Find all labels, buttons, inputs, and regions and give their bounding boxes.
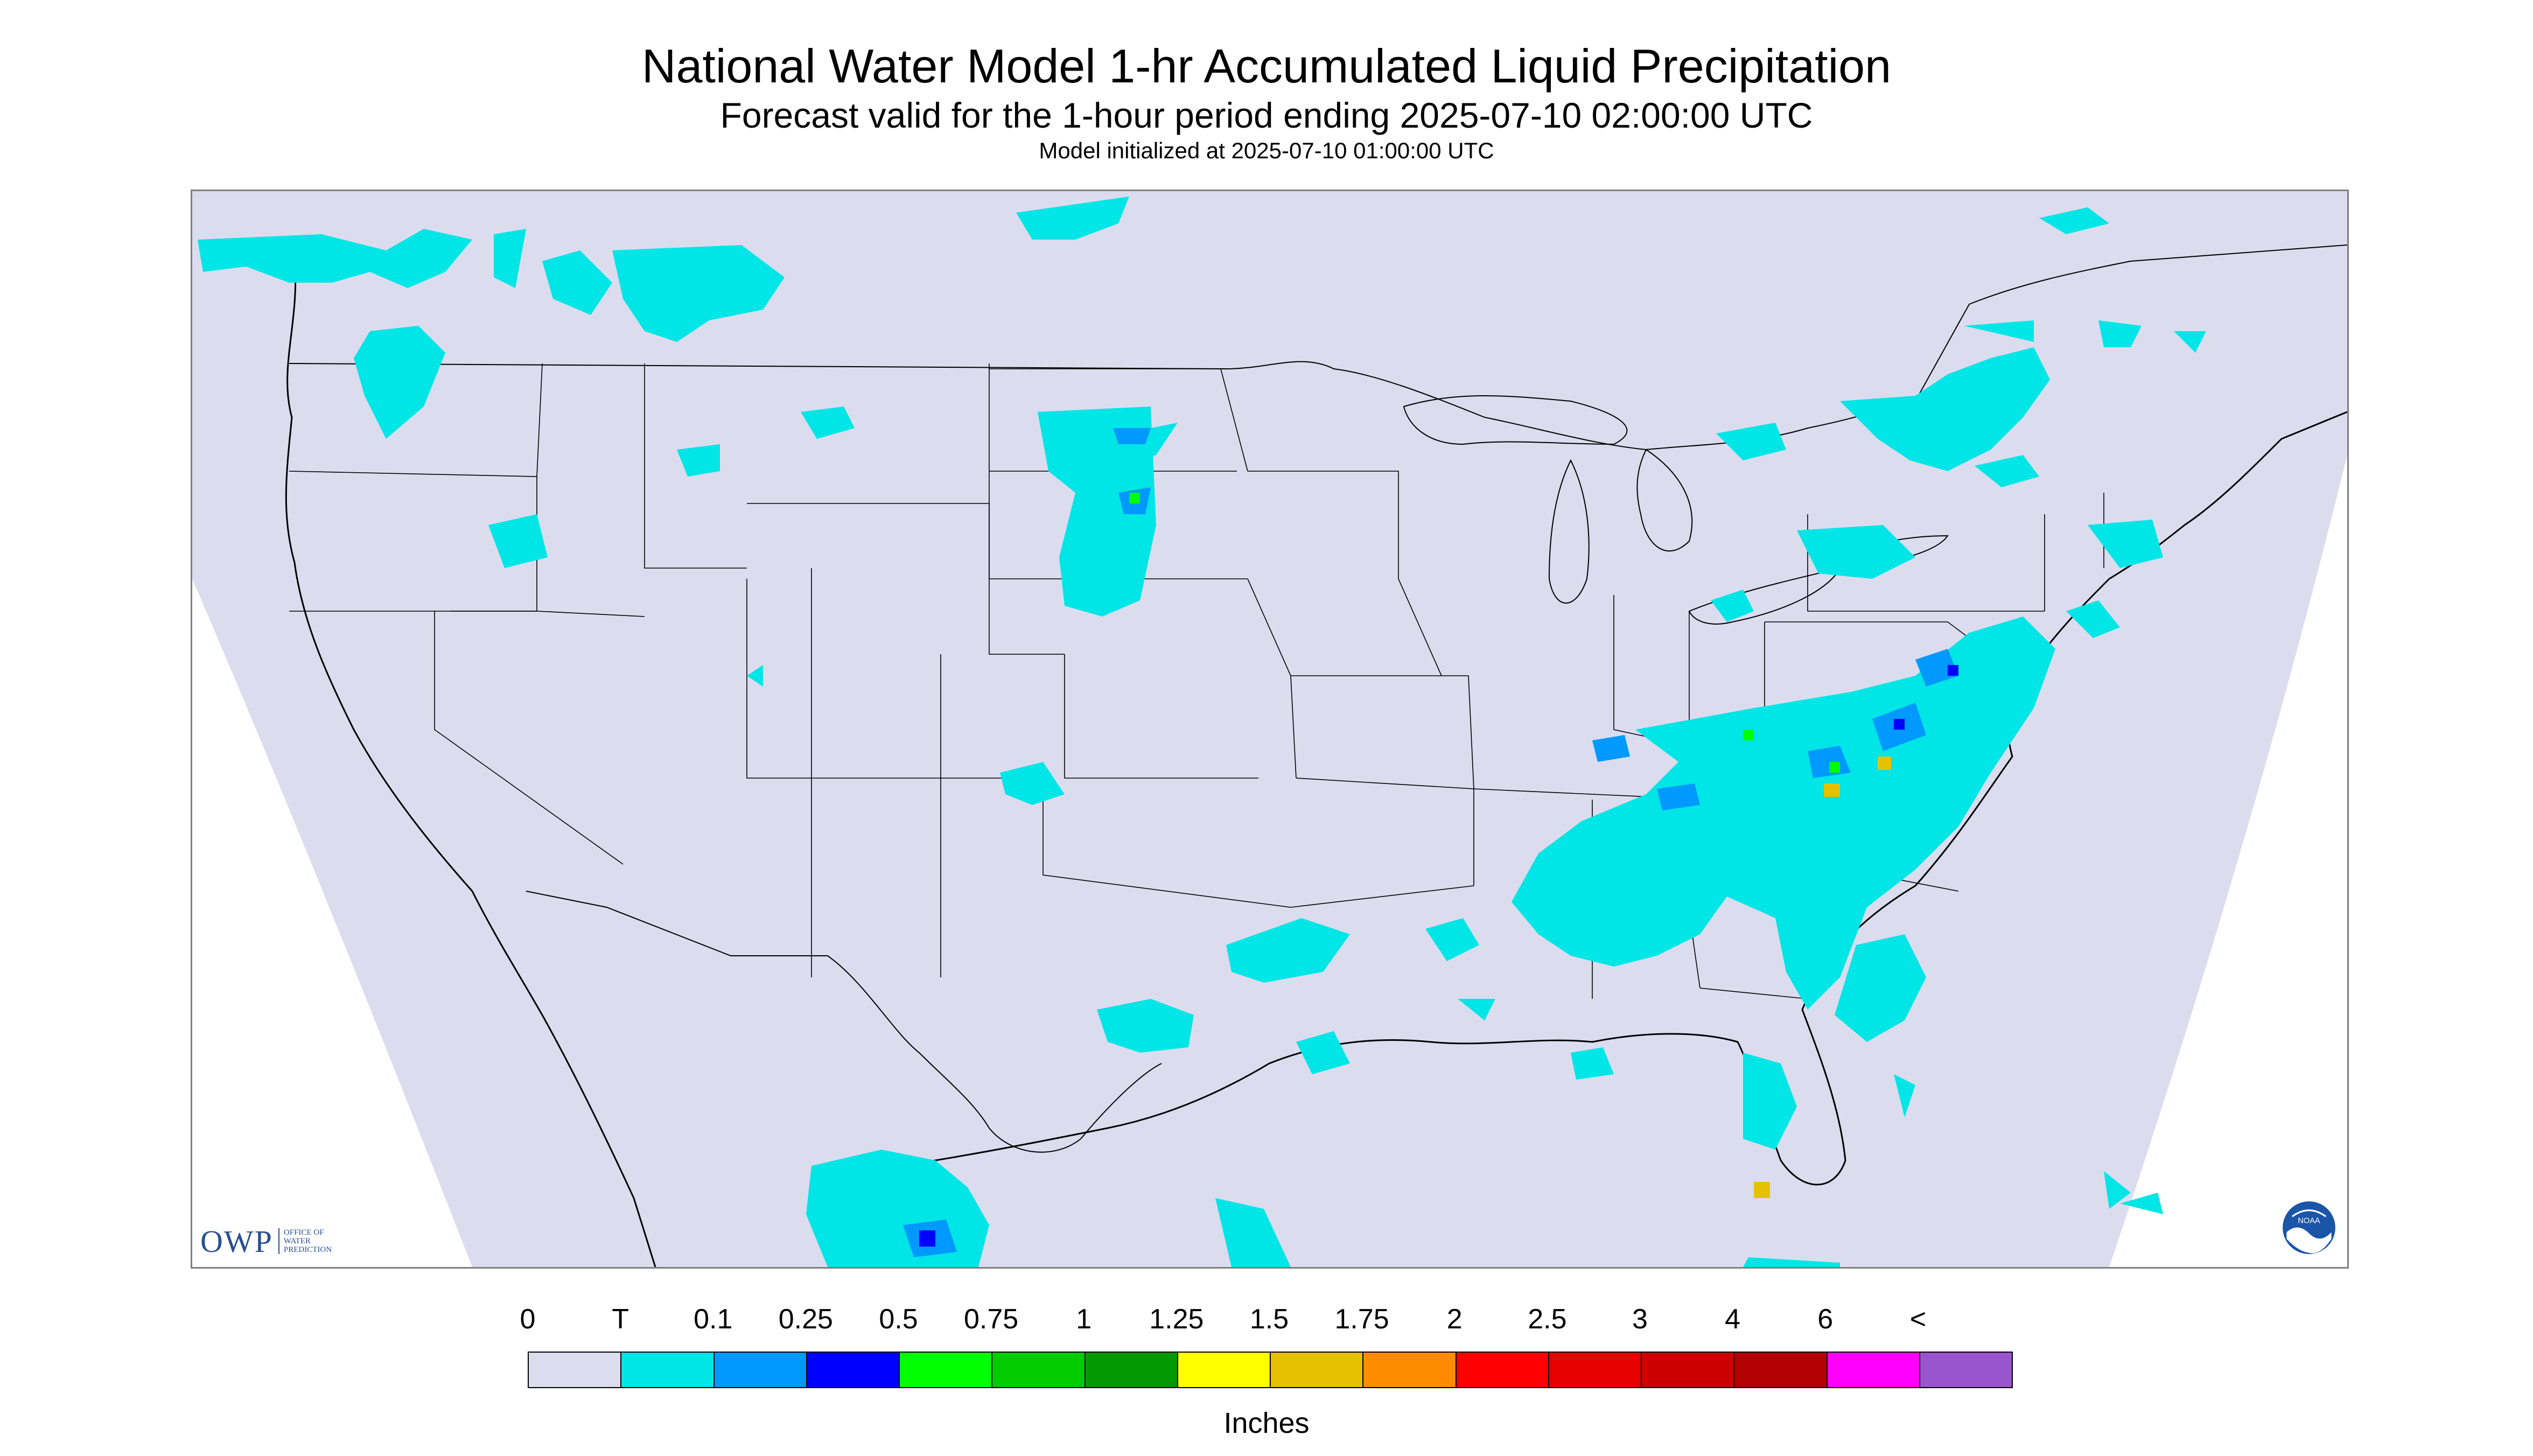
legend-units: Inches bbox=[1223, 1407, 1310, 1439]
legend-tick-label: 1.75 bbox=[1334, 1304, 1389, 1335]
lake-superior bbox=[1403, 395, 1628, 445]
legend-swatch bbox=[1920, 1353, 2012, 1387]
lake-huron bbox=[1636, 449, 1693, 552]
legend-swatch bbox=[1178, 1353, 1271, 1387]
legend-colorbar bbox=[528, 1352, 2013, 1388]
legend-tick-label: 0.5 bbox=[879, 1304, 918, 1335]
legend-swatch bbox=[900, 1353, 993, 1387]
owp-wordmark: OWP bbox=[200, 1223, 273, 1259]
legend-tick-label: 1.25 bbox=[1149, 1304, 1204, 1335]
us-coastline bbox=[285, 261, 2347, 1267]
mexico-border bbox=[526, 891, 1162, 1153]
legend-swatch bbox=[1827, 1353, 1920, 1387]
legend-tick-labels: 0 T 0.1 0.25 0.5 0.75 1 1.25 1.5 1.75 2 2.5 3 4 6 < bbox=[0, 1303, 2533, 1338]
map-title: National Water Model 1-hr Accumulated Li… bbox=[641, 39, 1892, 93]
precip-0.5-areas bbox=[1129, 493, 1840, 773]
owp-sub-line: WATER bbox=[283, 1237, 311, 1245]
legend-tick-label: 3 bbox=[1632, 1304, 1648, 1335]
legend-tick-label: < bbox=[1909, 1304, 1927, 1335]
precip-1.25-areas bbox=[1754, 757, 1891, 1198]
legend-tick-label: T bbox=[612, 1304, 629, 1335]
legend-tick-label: 2 bbox=[1446, 1304, 1463, 1335]
precipitation-map bbox=[191, 190, 2349, 1269]
legend-tick-label: 1 bbox=[1076, 1304, 1092, 1335]
legend-tick-label: 0.75 bbox=[964, 1304, 1019, 1335]
legend-swatch bbox=[807, 1353, 900, 1387]
legend-tick-label: 0.25 bbox=[778, 1304, 833, 1335]
legend-swatch bbox=[529, 1353, 622, 1387]
precip-0.25-areas bbox=[919, 665, 1958, 1247]
legend-swatch bbox=[621, 1353, 715, 1387]
owp-subtext: OFFICE OF WATER PREDICTION bbox=[278, 1228, 332, 1254]
legend-tick-label: 0.1 bbox=[694, 1304, 733, 1335]
lake-michigan bbox=[1548, 459, 1590, 604]
owp-logo: OWP OFFICE OF WATER PREDICTION bbox=[200, 1222, 332, 1260]
owp-sub-line: OFFICE OF bbox=[283, 1228, 324, 1237]
legend-swatch bbox=[1085, 1353, 1178, 1387]
legend-tick-label: 1.5 bbox=[1249, 1304, 1289, 1335]
legend-tick-label: 0 bbox=[520, 1304, 536, 1335]
owp-sub-line: PREDICTION bbox=[283, 1245, 332, 1254]
lake-erie bbox=[1688, 567, 1841, 625]
legend-swatch bbox=[1271, 1353, 1364, 1387]
svg-text:NOAA: NOAA bbox=[2298, 1217, 2320, 1226]
legend-swatch bbox=[1456, 1353, 1549, 1387]
legend-tick-label: 4 bbox=[1725, 1304, 1741, 1335]
legend-swatch bbox=[714, 1353, 807, 1387]
legend-swatch bbox=[1549, 1353, 1642, 1387]
legend-swatch bbox=[1734, 1353, 1828, 1387]
forecast-valid-subtitle: Forecast valid for the 1-hour period end… bbox=[720, 95, 1813, 135]
legend-swatch bbox=[1363, 1353, 1457, 1387]
noaa-logo: NOAA bbox=[2282, 1200, 2336, 1255]
model-init-note: Model initialized at 2025-07-10 01:00:00… bbox=[1039, 138, 1494, 163]
map-canvas bbox=[192, 191, 2347, 1267]
legend-swatch bbox=[1642, 1353, 1735, 1387]
legend-swatch bbox=[992, 1353, 1086, 1387]
legend-tick-label: 6 bbox=[1817, 1304, 1834, 1335]
legend-tick-label: 2.5 bbox=[1528, 1304, 1567, 1335]
